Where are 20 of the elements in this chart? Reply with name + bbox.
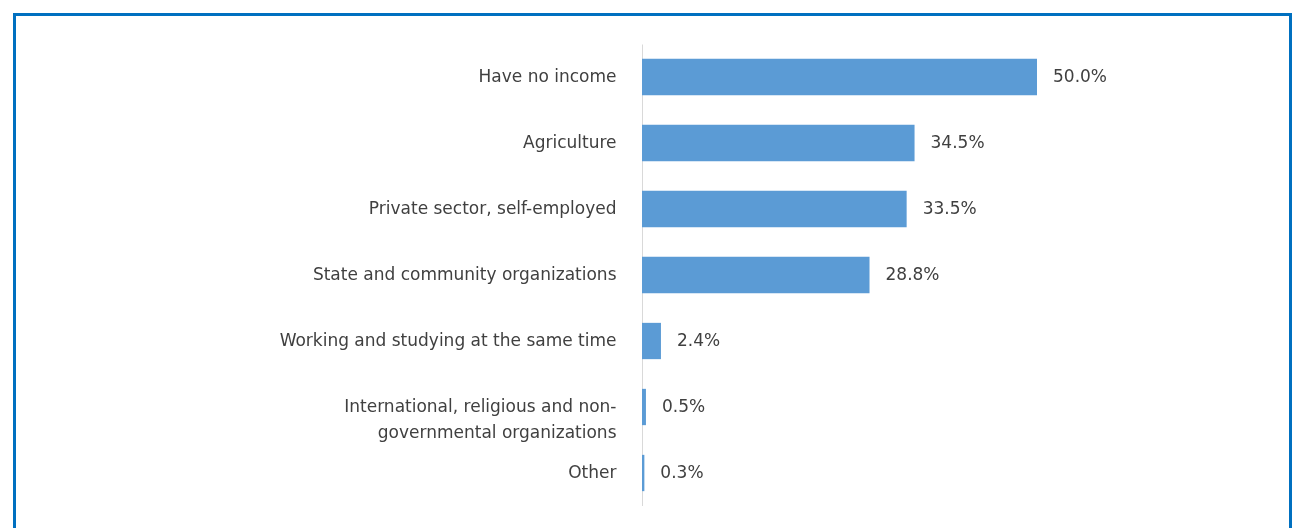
y-tick-label: Have no income	[478, 66, 617, 86]
data-label: 34.5%	[930, 132, 985, 152]
y-tick-label: Agriculture	[523, 132, 617, 152]
bar	[642, 124, 915, 162]
bar	[642, 256, 870, 294]
bar	[642, 322, 661, 360]
y-tick-label: Private sector, self-employed	[368, 198, 617, 218]
y-tick-label: Other	[568, 462, 617, 482]
data-label: 0.3%	[660, 462, 704, 482]
data-label: 33.5%	[922, 198, 977, 218]
data-label: 50.0%	[1053, 66, 1108, 86]
data-label: 0.5%	[661, 396, 706, 416]
bar	[642, 388, 646, 426]
bar	[642, 58, 1037, 96]
y-tick-label: Working and studying at the same time	[279, 330, 617, 350]
y-tick-label: State and community organizations	[312, 264, 617, 284]
bar	[642, 190, 907, 228]
data-label: 28.8%	[885, 264, 940, 284]
y-tick-label: International, religious and non-governmental organizations	[344, 396, 617, 442]
data-label: 2.4%	[676, 330, 721, 350]
